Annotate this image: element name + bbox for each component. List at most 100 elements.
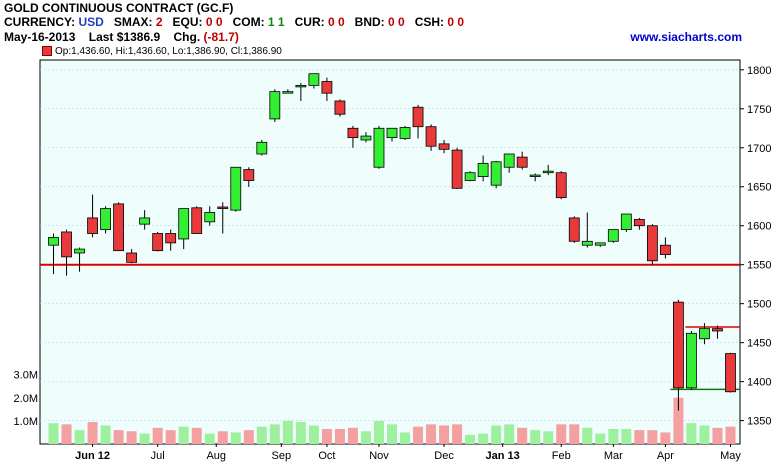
candle-body	[659, 244, 671, 255]
volume-bar	[647, 430, 658, 444]
ohlc-legend: Op:1,436.60, Hi:1,436.60, Lo:1,386.90, C…	[42, 46, 282, 57]
equ-label: EQU:	[172, 15, 203, 29]
candle-body	[725, 353, 736, 393]
volume-bar	[413, 426, 424, 444]
x-tick-label: Nov	[369, 450, 389, 462]
volume-bar	[308, 425, 319, 444]
quote-row: May-16-2013 Last $1386.9 Chg. (-81.7)	[4, 30, 239, 44]
candle-body	[555, 172, 567, 199]
candle-body	[308, 73, 320, 86]
candle-body	[321, 81, 333, 94]
candle-body	[204, 212, 216, 223]
volume-bar	[100, 425, 111, 444]
candle-body	[477, 162, 489, 178]
candle-body	[269, 91, 281, 120]
price-tick-label: 1800	[747, 65, 771, 77]
volume-bar	[282, 420, 293, 444]
quote-date: May-16-2013	[4, 30, 76, 44]
candle-body	[490, 161, 502, 186]
volume-bar	[48, 423, 59, 444]
volume-bar	[373, 420, 384, 444]
volume-bar	[139, 433, 150, 444]
equ-value: 0 0	[205, 15, 223, 29]
currency-value: USD	[78, 15, 104, 29]
candle-body	[334, 100, 346, 115]
volume-bar	[686, 423, 697, 444]
x-tick-label: Aug	[206, 450, 226, 462]
candle-body	[568, 217, 580, 242]
candle-body	[425, 126, 437, 147]
volume-bar	[87, 422, 98, 444]
x-tick-label: Apr	[657, 450, 674, 462]
candle-body	[633, 219, 645, 227]
candle-body	[673, 301, 684, 389]
candle-body	[165, 233, 177, 244]
candle-body	[581, 240, 593, 246]
volume-bar	[387, 424, 397, 444]
candle-body	[295, 84, 307, 88]
candle-body	[87, 217, 98, 234]
x-tick-label: Mar	[604, 450, 623, 462]
volume-bar	[61, 424, 72, 444]
candle-body	[412, 106, 424, 128]
candle-body	[347, 127, 359, 139]
volume-bar	[582, 427, 593, 444]
volume-bar	[334, 428, 345, 444]
candle-body	[542, 170, 554, 174]
volume-bar	[321, 428, 332, 444]
smax-label: SMAX:	[113, 15, 153, 29]
candle-body	[516, 156, 528, 168]
candle-body	[646, 225, 658, 262]
price-tick-label: 1550	[747, 260, 771, 272]
price-tick-label: 1700	[747, 143, 771, 155]
volume-bar	[178, 426, 189, 444]
volume-bar	[347, 427, 358, 444]
cur-label: CUR:	[294, 15, 325, 29]
volume-bar	[152, 427, 163, 444]
volume-bar	[569, 424, 580, 444]
candle-body	[48, 237, 59, 246]
candle-body	[113, 203, 125, 252]
price-tick-label: 1650	[747, 182, 771, 194]
csh-label: CSH:	[414, 15, 445, 29]
volume-bar	[673, 397, 684, 444]
volume-bar	[400, 432, 411, 444]
candle-body	[386, 127, 398, 139]
candle-body	[438, 143, 450, 150]
x-tick-label: Sep	[272, 450, 292, 462]
volume-bar	[74, 430, 85, 444]
volume-tick-label: 1.0M	[14, 416, 38, 428]
candle-body	[451, 149, 463, 189]
candle-body	[529, 174, 541, 178]
chart-title: GOLD CONTINUOUS CONTRACT (GC.F)	[4, 1, 234, 15]
candle-body	[699, 328, 710, 340]
plot-area	[39, 59, 741, 445]
chg-label: Chg.	[173, 30, 201, 44]
x-tick-label: Dec	[434, 450, 454, 462]
volume-bar	[608, 428, 619, 444]
volume-bar	[452, 424, 463, 444]
last-value: $1386.9	[116, 30, 161, 44]
candle-body	[243, 169, 255, 181]
volume-bar	[243, 430, 254, 444]
candle-body	[61, 231, 72, 258]
candle-body	[152, 233, 164, 252]
volume-bar	[491, 425, 502, 444]
price-tick-label: 1750	[747, 104, 771, 116]
volume-bar	[204, 433, 215, 444]
volume-bar	[165, 430, 176, 444]
bnd-value: 0 0	[388, 15, 405, 29]
volume-bar	[439, 425, 450, 444]
x-tick-label: Oct	[318, 450, 335, 462]
legend-swatch	[42, 46, 52, 57]
volume-bar	[426, 424, 437, 444]
candle-body	[620, 213, 632, 231]
volume-bar	[230, 432, 241, 444]
volume-bar	[660, 432, 671, 444]
volume-bar	[595, 433, 606, 444]
candle-body	[464, 172, 476, 181]
fund-allocation-row: CURRENCY: USD SMAX: 2 EQU: 0 0 COM: 1 1 …	[4, 15, 464, 29]
bnd-label: BND:	[354, 15, 385, 29]
site-link[interactable]: www.siacharts.com	[630, 30, 742, 44]
volume-bar	[191, 427, 202, 444]
